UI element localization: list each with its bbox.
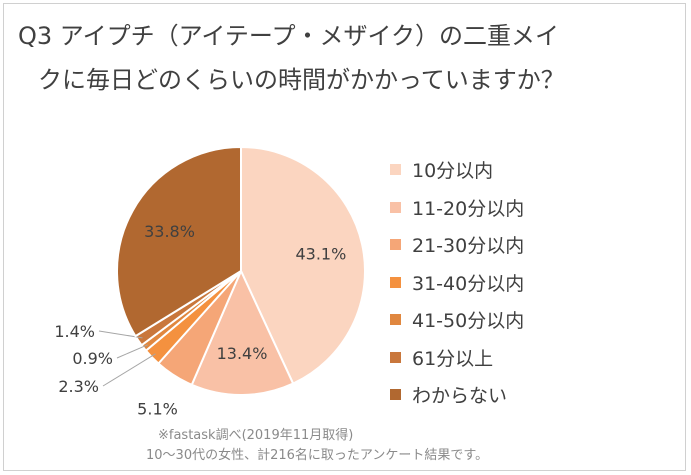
- pie-slice-2: [190, 268, 295, 396]
- legend-item-3: 21-30分以内: [390, 226, 524, 264]
- legend-label-2: 11-20分以内: [412, 197, 525, 220]
- legend-label-7: わからない: [412, 385, 508, 408]
- source-note: ※fastask調べ(2019年11月取得) 10～30代の女性、計216名に取…: [146, 426, 488, 466]
- leader-line-4: [102, 353, 156, 387]
- pie-slice-7: [116, 145, 242, 338]
- legend-item-1: 10分以内: [390, 151, 524, 189]
- legend-item-2: 11-20分以内: [390, 189, 524, 227]
- chart-legend: 10分以内 11-20分以内 21-30分以内 31-40分以内 41-50分以内 61分…: [390, 151, 524, 414]
- legend-swatch-1: [390, 164, 401, 176]
- legend-swatch-5: [390, 314, 401, 326]
- legend-label-6: 61分以上: [412, 347, 494, 370]
- legend-label-4: 31-40分以内: [412, 272, 525, 295]
- legend-label-5: 41-50分以内: [412, 310, 525, 333]
- data-label-1: 43.1%: [295, 244, 346, 263]
- legend-item-5: 41-50分以内: [390, 301, 524, 339]
- chart-frame: Q3 アイプチ（アイテープ・メザイク）の二重メイ クに毎日どのくらいの時間がかか…: [3, 3, 686, 471]
- legend-swatch-4: [390, 276, 401, 288]
- legend-swatch-3: [390, 239, 401, 251]
- legend-item-7: わからない: [390, 376, 524, 414]
- pie-slice-1: [240, 145, 366, 385]
- data-label-4: 2.3%: [58, 377, 99, 396]
- legend-swatch-6: [390, 351, 401, 363]
- legend-label-3: 21-30分以内: [412, 235, 525, 258]
- legend-swatch-7: [390, 389, 401, 401]
- legend-item-4: 31-40分以内: [390, 264, 524, 302]
- data-label-7: 33.8%: [144, 222, 195, 241]
- data-label-2: 13.4%: [217, 344, 268, 363]
- source-note-line-2: 10～30代の女性、計216名に取ったアンケート結果です。: [146, 448, 489, 463]
- data-label-5: 0.9%: [72, 349, 113, 368]
- chart-title-line-2: クに毎日どのくらいの時間がかかっていますか？: [38, 66, 565, 94]
- source-note-line-1: ※fastask調べ(2019年11月取得): [158, 428, 354, 443]
- leader-line-5: [116, 344, 148, 359]
- legend-item-6: 61分以上: [390, 339, 524, 377]
- data-label-3: 5.1%: [137, 400, 178, 419]
- legend-swatch-2: [390, 201, 401, 213]
- chart-title-line-1: Q3 アイプチ（アイテープ・メザイク）の二重メイ: [18, 22, 559, 50]
- legend-label-1: 10分以内: [412, 160, 494, 183]
- chart-title: Q3 アイプチ（アイテープ・メザイク）の二重メイ クに毎日どのくらいの時間がかか…: [18, 14, 565, 102]
- data-label-6: 1.4%: [54, 322, 95, 341]
